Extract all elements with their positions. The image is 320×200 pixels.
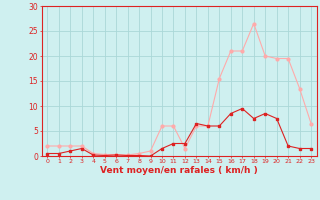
X-axis label: Vent moyen/en rafales ( km/h ): Vent moyen/en rafales ( km/h ) [100, 166, 258, 175]
